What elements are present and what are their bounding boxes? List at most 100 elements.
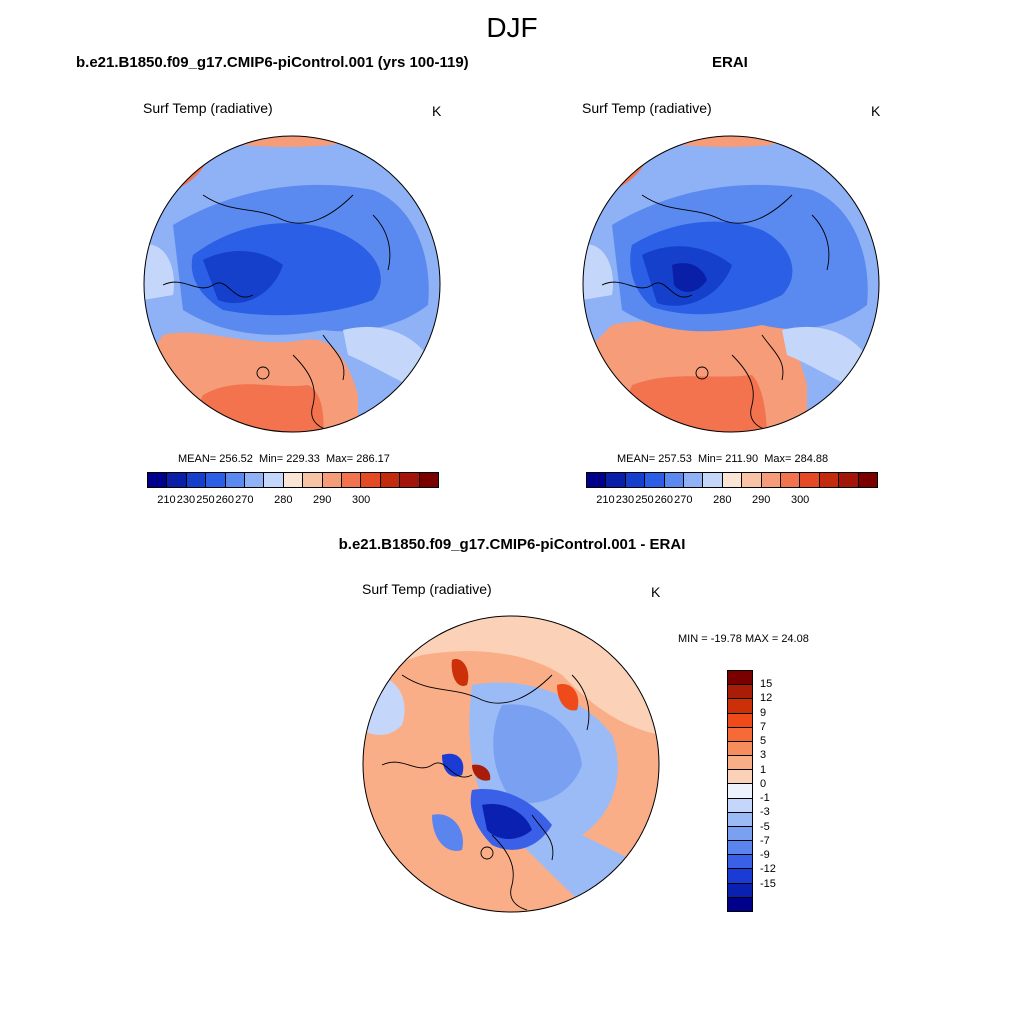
obs-min: Min= 211.90: [698, 453, 759, 465]
model-colorbar-swatch: [167, 473, 187, 487]
diff-colorbar-tick-label: -3: [760, 806, 770, 819]
model-variable-label: Surf Temp (radiative): [143, 100, 273, 116]
obs-colorbar-swatch: [722, 473, 743, 487]
diff-colorbar-swatch: [728, 841, 752, 856]
diff-colorbar-tick-label: 0: [760, 777, 767, 790]
model-polar-map: [143, 135, 441, 433]
diff-colorbar-tick-label: -7: [760, 834, 770, 847]
obs-colorbar-tick-label: 300: [790, 494, 810, 506]
diff-variable-label: Surf Temp (radiative): [362, 581, 492, 597]
obs-colorbar-tick-label: 250: [635, 494, 654, 506]
model-colorbar-swatch: [186, 473, 207, 487]
obs-colorbar-tick-label: 210: [596, 494, 615, 506]
diff-colorbar-swatch: [728, 741, 752, 757]
model-colorbar-swatch: [264, 473, 284, 487]
obs-units-label: K: [871, 103, 881, 119]
diff-units-label: K: [651, 584, 661, 600]
diff-colorbar-tick-label: -15: [760, 877, 776, 890]
diff-colorbar-tick-label: 9: [760, 706, 767, 719]
diff-polar-map: [362, 615, 660, 913]
model-stats: MEAN= 256.52 Min= 229.33 Max= 286.17: [178, 453, 390, 465]
diff-colorbar-swatch: [728, 713, 752, 728]
model-colorbar-swatch: [245, 473, 265, 487]
model-colorbar-tick-label: 260: [215, 494, 235, 506]
diff-colorbar-tick-label: 1: [760, 763, 767, 776]
main-title: DJF: [486, 12, 538, 43]
diff-colorbar-tick-label: 3: [760, 749, 767, 762]
model-units-label: K: [432, 103, 442, 119]
model-colorbar-swatch: [303, 473, 323, 487]
model-max: Max= 286.17: [326, 453, 390, 465]
model-colorbar: [147, 472, 439, 488]
obs-panel-title: ERAI: [712, 54, 748, 71]
model-colorbar-swatch: [148, 473, 168, 487]
diff-colorbar-swatch: [728, 727, 752, 742]
obs-mean: MEAN= 257.53: [617, 453, 692, 465]
model-colorbar-swatch: [380, 473, 401, 487]
model-colorbar-tick-label: 280: [274, 494, 293, 506]
obs-colorbar-swatch: [800, 473, 820, 487]
diff-colorbar-tick-label: -5: [760, 820, 770, 833]
diff-colorbar-swatch: [728, 897, 752, 911]
model-colorbar-swatch: [225, 473, 246, 487]
obs-colorbar-swatch: [645, 473, 665, 487]
model-colorbar-swatch: [419, 473, 439, 487]
model-colorbar-ticks: 210 230 250 260 270 280 290 300: [147, 494, 437, 508]
model-colorbar-swatch: [361, 473, 381, 487]
model-colorbar-tick-label: 290: [313, 494, 332, 506]
obs-max: Max= 284.88: [764, 453, 829, 465]
obs-colorbar-swatch: [606, 473, 626, 487]
diff-colorbar-swatch: [728, 784, 752, 799]
diff-colorbar-swatch: [728, 826, 752, 842]
diff-colorbar-ticks: 15 12 9 7 5 3 1 0 -1 -3 -5 -7 -9 -12 -15: [760, 670, 800, 910]
diff-colorbar-swatch: [728, 798, 752, 813]
diff-colorbar-swatch: [728, 812, 752, 827]
model-colorbar-tick-label: 250: [196, 494, 215, 506]
obs-colorbar-swatch: [761, 473, 782, 487]
obs-colorbar-swatch: [781, 473, 801, 487]
diff-colorbar-tick-label: 5: [760, 735, 767, 748]
diff-colorbar-tick-label: 12: [760, 692, 773, 705]
model-colorbar-tick-label: 210: [157, 494, 176, 506]
diff-colorbar-swatch: [728, 883, 752, 898]
model-mean: MEAN= 256.52: [178, 453, 253, 465]
diff-colorbar-swatch: [728, 671, 752, 686]
obs-colorbar-tick-label: 280: [713, 494, 732, 506]
obs-variable-label: Surf Temp (radiative): [582, 100, 712, 116]
diff-colorbar: [727, 670, 753, 912]
obs-colorbar-tick-label: 290: [752, 494, 771, 506]
obs-colorbar-tick-label: 230: [615, 494, 635, 506]
diff-colorbar-swatch: [728, 869, 752, 884]
obs-colorbar-tick-label: 270: [674, 494, 693, 506]
obs-colorbar-swatch: [742, 473, 762, 487]
model-colorbar-swatch: [342, 473, 362, 487]
diff-colorbar-tick-label: -12: [760, 863, 776, 876]
model-colorbar-swatch: [283, 473, 304, 487]
model-colorbar-tick-label: 300: [351, 494, 371, 506]
obs-colorbar: [586, 472, 878, 488]
diff-colorbar-swatch: [728, 699, 752, 714]
diff-colorbar-tick-label: -1: [760, 792, 770, 805]
obs-colorbar-tick-label: 260: [654, 494, 674, 506]
obs-polar-map: [582, 135, 880, 433]
model-colorbar-tick-label: 270: [235, 494, 254, 506]
model-panel-title: b.e21.B1850.f09_g17.CMIP6-piControl.001 …: [76, 54, 469, 71]
obs-colorbar-swatch: [858, 473, 878, 487]
obs-colorbar-swatch: [819, 473, 840, 487]
model-colorbar-swatch: [400, 473, 420, 487]
obs-colorbar-swatch: [664, 473, 685, 487]
diff-colorbar-tick-label: 7: [760, 720, 767, 733]
diff-colorbar-tick-label: 15: [760, 678, 773, 691]
diff-minmax: MIN = -19.78 MAX = 24.08: [678, 633, 809, 645]
obs-colorbar-swatch: [839, 473, 859, 487]
diff-colorbar-tick-label: -9: [760, 849, 770, 862]
obs-colorbar-swatch: [625, 473, 646, 487]
obs-colorbar-swatch: [684, 473, 704, 487]
diff-panel-title: b.e21.B1850.f09_g17.CMIP6-piControl.001 …: [338, 536, 686, 553]
diff-colorbar-swatch: [728, 756, 752, 771]
model-colorbar-tick-label: 230: [176, 494, 196, 506]
diff-colorbar-swatch: [728, 685, 752, 700]
diff-colorbar-swatch: [728, 855, 752, 870]
model-colorbar-swatch: [322, 473, 343, 487]
diff-colorbar-swatch: [728, 770, 752, 785]
